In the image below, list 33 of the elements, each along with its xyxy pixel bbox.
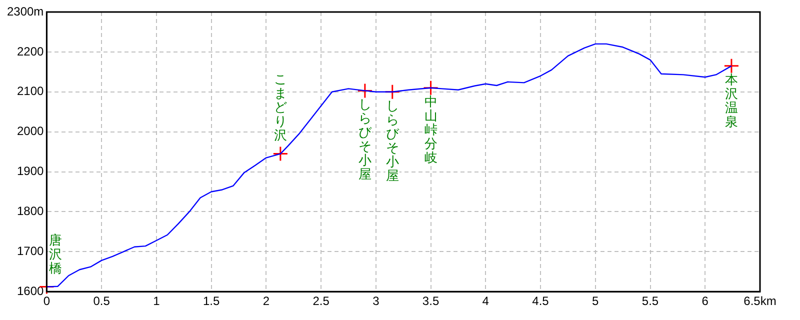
- x-tick-label: 0.5: [93, 294, 110, 308]
- y-tick-label: 1900: [16, 164, 44, 178]
- x-tick-label: 5.5: [642, 294, 659, 308]
- annotation: しらびそ小屋: [386, 98, 400, 184]
- y-tick-label: 2300m: [6, 4, 44, 18]
- y-tick-label: 2200: [16, 44, 44, 58]
- x-tick-label: 2: [262, 294, 270, 308]
- x-tick-label: 5: [592, 294, 600, 308]
- y-tick-label: 1800: [16, 204, 44, 218]
- x-tick-label: 1: [153, 294, 160, 308]
- x-tick-label: 6.5km: [744, 294, 776, 308]
- annotation: 中山峠分岐: [424, 94, 438, 166]
- point: [724, 58, 740, 74]
- y-tick-label: 2100: [16, 84, 44, 98]
- x-tick-label: 3: [372, 294, 380, 308]
- annotation: 唐沢橋: [49, 234, 62, 277]
- x-tick-label: 3.5: [422, 294, 440, 308]
- point: [384, 84, 400, 100]
- point: [272, 146, 288, 162]
- x-tick-label: 4: [482, 294, 490, 308]
- y-tick-label: 1600: [16, 284, 44, 298]
- annotation: しらびそ小屋: [358, 98, 372, 183]
- y-tick-label: 2000: [16, 124, 44, 138]
- y-tick-label: 1700: [16, 244, 44, 258]
- x-tick-label: 6: [702, 294, 709, 308]
- annotation: 本沢温泉: [724, 72, 738, 130]
- x-tick-label: 1.5: [202, 294, 220, 308]
- x-tick-label: 2.5: [312, 294, 330, 308]
- point: [423, 80, 439, 96]
- x-tick-label: 4.5: [532, 294, 550, 308]
- x-tick-label: 0: [43, 294, 50, 308]
- annotation: こまどり沢: [274, 72, 287, 144]
- point: [357, 82, 373, 98]
